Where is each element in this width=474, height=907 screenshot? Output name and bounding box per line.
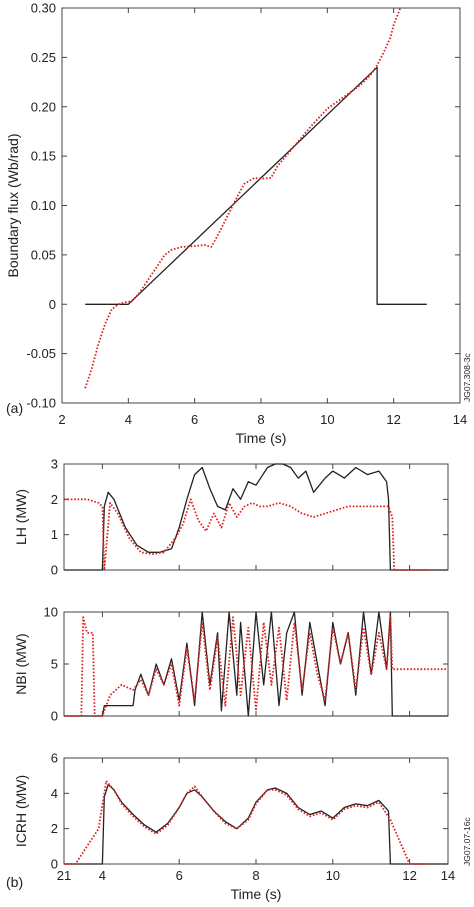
figure-label-a: (a) [6,400,23,416]
flux-xtick-label: 10 [320,412,334,427]
flux-ytick-label: 0.20 [31,99,56,114]
icrh-ytick-label: 2 [51,821,58,836]
lh-simulated-line [64,498,429,571]
lh-power-plot: 3 2 1 0 LH (MW) [13,457,449,578]
figure-label-b: (b) [6,874,23,890]
flux-xtick-label: 2 [58,412,65,427]
icrh-ytick-label: 4 [51,786,58,801]
icrh-xtick-label: 8 [252,868,259,883]
boundary-flux-plot: 0.30 0.25 0.20 0.15 0.10 0.05 0 -0.05 -0.102 4 6 8 1… [5,1,467,447]
icrh-xtick-label: 14 [441,868,455,883]
flux-xtick-label: 14 [453,412,467,427]
icrh-xtick-label: 6 [176,868,183,883]
lh-ytick-label: 3 [51,457,58,472]
nbi-simulated-line [64,616,448,717]
flux-ytick-label: 0.10 [31,198,56,213]
icrh-x-axis-title: Time (s) [231,886,282,902]
figure-tag-b: JG07.07-16c [462,817,472,866]
flux-measured-line [85,66,427,305]
icrh-xtick-label: 21 [57,868,71,883]
nbi-power-plot: 10 5 0 NBI (MW) [13,605,449,724]
icrh-power-plot: 6 4 2 021 4 6 8 10 12 14 ICRH (MW) Time (s) [13,751,455,903]
flux-xtick-label: 8 [257,412,264,427]
lh-ytick-label: 1 [51,527,58,542]
icrh-measured-line [64,783,448,865]
flux-x-axis-title: Time (s) [236,430,287,446]
lh-y-axis-title: LH (MW) [13,489,29,545]
flux-xtick-label: 12 [386,412,400,427]
flux-y-axis-title: Boundary flux (Wb/rad) [5,134,21,278]
nbi-y-axis-title: NBI (MW) [13,633,29,694]
icrh-ytick-label: 0 [51,857,58,872]
nbi-ytick-label: 5 [51,657,58,672]
nbi-ytick-label: 0 [51,709,58,724]
icrh-y-axis-title: ICRH (MW) [13,775,29,847]
icrh-xtick-label: 12 [402,868,416,883]
lh-ytick-label: 0 [51,563,58,578]
nbi-measured-line [64,611,448,717]
flux-simulated-line [84,7,402,389]
flux-ytick-label: 0.30 [31,1,56,16]
flux-ytick-label: -0.05 [26,346,56,361]
icrh-ytick-label: 6 [51,751,58,766]
flux-ytick-label: 0.25 [31,50,56,65]
flux-xtick-label: 6 [191,412,198,427]
icrh-xtick-label: 10 [326,868,340,883]
flux-ytick-label: -0.10 [26,396,56,411]
flux-ytick-label: 0.05 [31,247,56,262]
lh-ytick-label: 2 [51,492,58,507]
icrh-xtick-label: 4 [99,868,106,883]
icrh-simulated-line [64,780,429,865]
lh-measured-line [64,463,448,571]
figure-tag-a: JG07.308-3c [462,353,472,402]
nbi-ytick-label: 10 [44,605,58,620]
flux-ytick-label: 0.15 [31,149,56,164]
flux-ytick-label: 0 [49,297,56,312]
flux-plot-frame [61,7,461,404]
flux-xtick-label: 4 [125,412,132,427]
